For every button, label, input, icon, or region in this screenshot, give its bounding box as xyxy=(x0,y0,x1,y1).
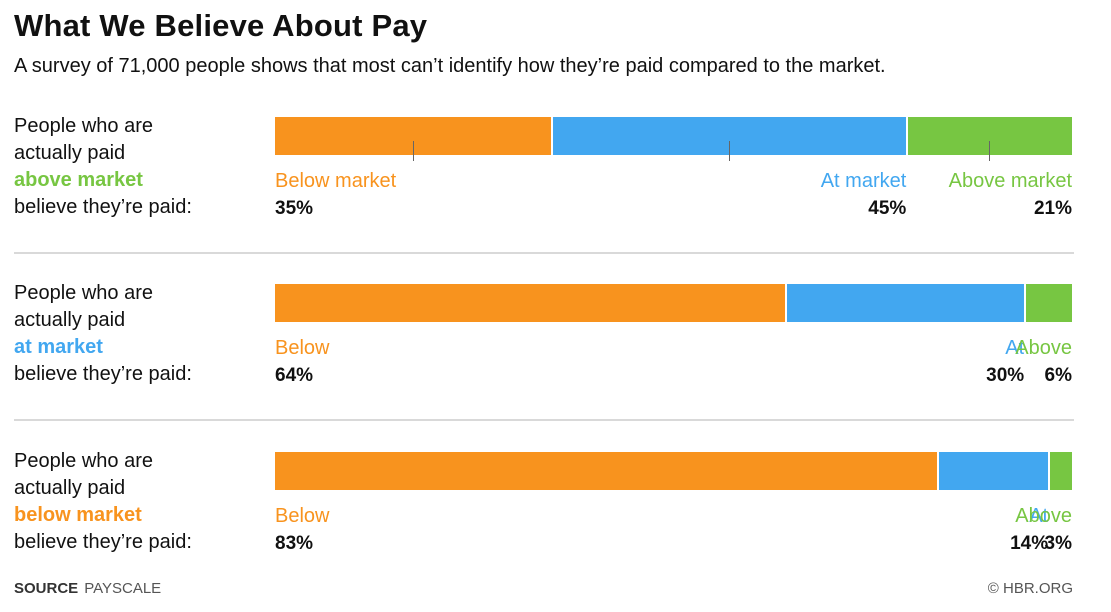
tick-below xyxy=(413,141,415,161)
stacked-bar xyxy=(275,452,1072,490)
row-label-end: believe they’re paid: xyxy=(14,363,192,385)
value-label-at: 45% xyxy=(868,198,907,219)
bar-group-2: People who are actually paid below market b… xyxy=(0,442,1111,609)
row-label-line: People who are xyxy=(14,450,153,472)
bar-segment-below xyxy=(275,284,786,322)
category-label-above: Above xyxy=(1015,337,1072,359)
stacked-bar xyxy=(275,284,1072,322)
category-label-at: At xyxy=(1005,337,1025,359)
bar-segment-at xyxy=(936,452,1049,490)
chart-title: What We Believe About Pay xyxy=(14,8,428,43)
value-label-at: 14% xyxy=(1010,533,1049,554)
category-label-above: Above market xyxy=(948,170,1072,192)
row-label-end: believe they’re paid: xyxy=(14,531,192,553)
category-label-below: Below xyxy=(275,337,330,359)
value-label-above: 3% xyxy=(1044,533,1072,554)
source-value: PAYSCALE xyxy=(84,580,162,597)
category-label-above: Above xyxy=(1015,505,1072,527)
value-label-above: 6% xyxy=(1044,365,1072,386)
chart-subtitle: A survey of 71,000 people shows that mos… xyxy=(14,55,886,77)
bar-segment-at xyxy=(785,284,1025,322)
bar-group-0: People who are actually paid above market b… xyxy=(0,107,1111,274)
row-label: People who are actually paid below market b… xyxy=(14,448,264,556)
row-label-end: believe they’re paid: xyxy=(14,196,192,218)
source-label: SOURCE xyxy=(14,580,79,597)
category-label-below: Below market xyxy=(275,170,397,192)
row-label-line: People who are xyxy=(14,282,153,304)
tick-above xyxy=(989,141,991,161)
category-label-at: At xyxy=(1029,505,1049,527)
row-label-line: actually paid xyxy=(14,477,126,499)
row-label-highlight: below market xyxy=(14,504,142,526)
row-label-line: actually paid xyxy=(14,309,126,331)
bar-segment-above xyxy=(1024,284,1072,322)
value-label-above: 21% xyxy=(1033,198,1072,219)
value-label-below: 64% xyxy=(275,365,314,386)
bar-segment-below xyxy=(275,452,937,490)
row-label-line: actually paid xyxy=(14,142,126,164)
category-label-at: At market xyxy=(820,170,907,192)
row-label-line: People who are xyxy=(14,115,153,137)
row-label: People who are actually paid above market b… xyxy=(14,113,264,221)
section-divider xyxy=(14,419,1074,421)
tick-at xyxy=(728,141,730,161)
value-label-at: 30% xyxy=(986,365,1025,386)
bar-group-1: People who are actually paid at market beli… xyxy=(0,274,1111,441)
bar-segment-above xyxy=(1048,452,1072,490)
category-label-below: Below xyxy=(275,505,330,527)
value-label-below: 83% xyxy=(275,533,314,554)
row-label: People who are actually paid at market beli… xyxy=(14,280,264,388)
section-divider xyxy=(14,252,1074,254)
bar-segment-above xyxy=(906,117,1072,155)
value-label-below: 35% xyxy=(275,198,314,219)
row-label-highlight: above market xyxy=(14,169,143,191)
stacked-bar xyxy=(275,117,1072,155)
credit-note: © HBR.ORG xyxy=(987,580,1073,597)
source-note: SOURCE PAYSCALE xyxy=(14,580,161,597)
row-label-highlight: at market xyxy=(14,336,103,358)
